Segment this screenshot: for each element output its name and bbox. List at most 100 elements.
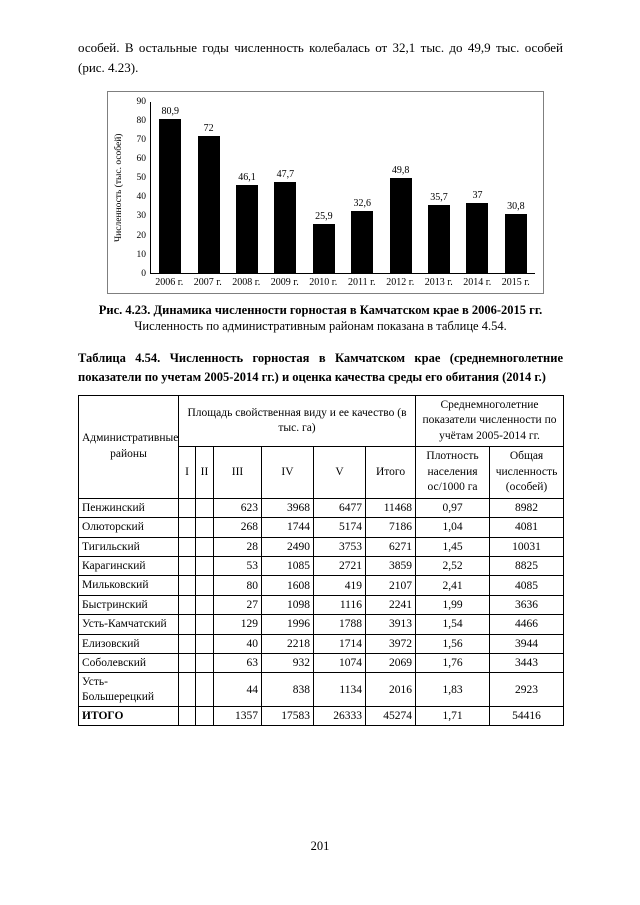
x-tick-label: 2009 г.: [270, 277, 299, 289]
value-cell: 2016: [364, 672, 417, 707]
x-tick-label: 2012 г.: [386, 277, 415, 289]
figure-subcaption: Численность по административным районам …: [134, 319, 507, 334]
value-cell: 8825: [489, 555, 565, 577]
y-tick-label: 90: [136, 96, 147, 107]
value-cell: 44: [213, 672, 262, 707]
bar: [312, 223, 335, 274]
bar-value-label: 35,7: [430, 192, 448, 204]
value-cell: 28: [213, 536, 262, 558]
header-col-iv: IV: [261, 446, 314, 499]
value-cell: 1134: [313, 672, 366, 707]
value-cell: 419: [313, 575, 366, 596]
value-cell: 3753: [313, 536, 366, 558]
bar: [428, 205, 451, 274]
bar: [504, 214, 527, 274]
bar-value-label: 30,8: [507, 201, 525, 213]
value-cell: 54416: [489, 705, 565, 727]
figure-caption: Рис. 4.23. Динамика численности горноста…: [98, 303, 543, 318]
y-tick-label: 70: [136, 135, 147, 146]
header-col-ii: II: [195, 446, 214, 499]
bar-slot: 37: [458, 190, 496, 274]
district-name-cell: Елизовский: [78, 633, 179, 654]
table-row: Усть-Большерецкий 44 838 1134 2016 1,83 2923: [78, 672, 565, 707]
x-tick-label: 2015 г.: [501, 277, 530, 289]
value-cell: 129: [213, 614, 262, 635]
district-name-cell: Тигильский: [78, 536, 179, 558]
value-cell: 1098: [261, 594, 314, 616]
value-cell: 623: [213, 497, 262, 519]
x-tick-label: 2007 г.: [193, 277, 222, 289]
bar-slot: 30,8: [497, 201, 535, 274]
value-cell: 0,97: [415, 497, 491, 519]
bar-slot: 35,7: [420, 192, 458, 274]
table-row: Быстринский 27 1098 1116 2241 1,99 3636: [78, 594, 565, 616]
y-tick-label: 10: [136, 249, 147, 260]
header-col-v: V: [313, 446, 366, 499]
value-cell: [195, 555, 214, 577]
value-cell: 1788: [313, 614, 366, 635]
value-cell: 1,71: [415, 705, 491, 727]
value-cell: [178, 575, 196, 596]
value-cell: 63: [213, 652, 262, 674]
value-cell: [195, 633, 214, 654]
figure-4-23-bar-chart: Численность (тыс. особей) 0 10 20 30 40 50 60 7…: [107, 91, 544, 295]
value-cell: 80: [213, 575, 262, 596]
table-row: Тигильский 28 2490 3753 6271 1,45 10031: [78, 536, 565, 558]
value-cell: 2107: [364, 575, 417, 596]
value-cell: 1,04: [415, 517, 491, 538]
intro-paragraph: особей. В остальные годы численность кол…: [78, 40, 563, 76]
bar: [236, 185, 259, 274]
table-row: Елизовский 40 2218 1714 3972 1,56 3944: [78, 633, 565, 654]
value-cell: 10031: [489, 536, 565, 558]
district-name-cell: Мильковский: [78, 575, 179, 596]
y-tick-label: 30: [136, 211, 147, 222]
value-cell: 3859: [364, 555, 417, 577]
value-cell: 932: [261, 652, 314, 674]
value-cell: 3913: [364, 614, 417, 635]
value-cell: [195, 672, 214, 707]
bar-slot: 25,9: [305, 210, 343, 274]
value-cell: 268: [213, 517, 262, 538]
table-4-54: Административные районы Площадь свойстве…: [78, 394, 565, 727]
bar-value-label: 47,7: [276, 169, 295, 181]
x-tick-label: 2008 г.: [232, 277, 261, 289]
value-cell: 1,56: [415, 633, 491, 654]
y-axis-label: Численность (тыс. особей): [114, 134, 124, 243]
header-admin-districts: Административные районы: [78, 394, 179, 499]
table-title: Таблица 4.54. Численность горностая в Ка…: [78, 351, 563, 385]
header-total: Общая численность (особей): [489, 446, 565, 499]
bar-value-label: 46,1: [238, 172, 256, 184]
bar-slot: 47,7: [266, 169, 304, 274]
plot-column: 80,9 72 46,1 47,7 25,9 32,6 49,8 35,7 37 30,8 200…: [150, 102, 535, 291]
value-cell: 1074: [313, 652, 366, 674]
value-cell: 3968: [261, 497, 314, 519]
x-tick-label: 2010 г.: [309, 277, 338, 289]
value-cell: 11468: [364, 497, 417, 519]
bar-value-label: 25,9: [315, 210, 333, 222]
value-cell: [195, 705, 214, 727]
header-indicators-group: Среднемноголетние показатели численности…: [415, 394, 565, 448]
value-cell: [195, 536, 214, 558]
value-cell: 2721: [313, 555, 366, 577]
bar-slot: 80,9: [151, 106, 189, 274]
value-cell: 4466: [489, 614, 565, 635]
y-tick-label: 40: [136, 192, 147, 203]
value-cell: 2,41: [415, 575, 491, 596]
bar: [389, 178, 412, 274]
value-cell: 1,76: [415, 652, 491, 674]
header-density: Плотность населения ос/1000 га: [415, 446, 491, 499]
district-name-cell: ИТОГО: [78, 705, 179, 727]
bar: [466, 202, 489, 274]
x-tick-label: 2011 г.: [347, 277, 376, 289]
value-cell: 27: [213, 594, 262, 616]
value-cell: 40: [213, 633, 262, 654]
district-name-cell: Олюторский: [78, 517, 179, 538]
value-cell: 3636: [489, 594, 565, 616]
value-cell: 2,52: [415, 555, 491, 577]
header-col-i: I: [178, 446, 196, 499]
value-cell: 53: [213, 555, 262, 577]
table-row: ИТОГО 1357 17583 26333 45274 1,71 54416: [78, 705, 565, 727]
value-cell: [195, 497, 214, 519]
bar-slot: 49,8: [381, 166, 419, 274]
value-cell: 1085: [261, 555, 314, 577]
